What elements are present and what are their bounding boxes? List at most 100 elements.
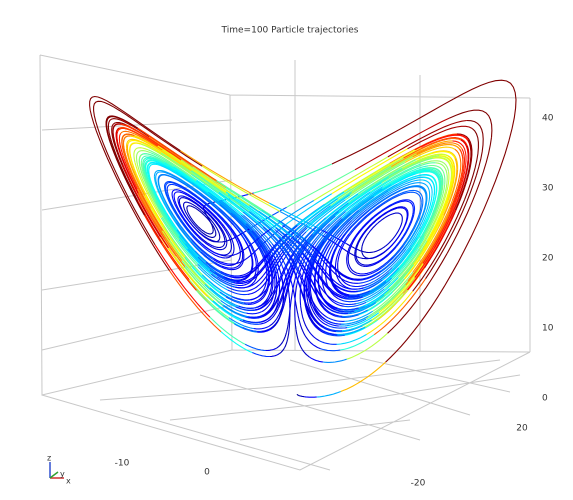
z-tick-label: 0 [542, 394, 548, 404]
trajectory-segment [151, 186, 178, 231]
trajectory-segment [171, 189, 176, 199]
trajectory-segment [361, 280, 391, 301]
trajectory-segment [422, 176, 436, 196]
trajectory-segment [227, 289, 248, 296]
trajectory-segment [361, 250, 374, 254]
trajectory-segment [167, 196, 183, 223]
trajectory-segment [397, 224, 435, 278]
trajectory-segment [357, 270, 373, 275]
trajectory-segment [345, 210, 370, 235]
trajectory-segment [323, 213, 351, 242]
trajectory-segment [328, 234, 343, 258]
trajectory-segment [412, 200, 453, 273]
trajectory-segment [167, 206, 192, 239]
trajectory-segment [265, 347, 277, 352]
trajectory-segment [246, 311, 263, 315]
trajectory-segment [384, 191, 411, 204]
trajectory-segment [439, 155, 454, 186]
trajectory-segment [414, 134, 469, 151]
trajectory-segment [449, 148, 464, 210]
trajectory-segment [148, 149, 197, 181]
trajectory-segment [271, 252, 285, 273]
trajectory-segment [211, 223, 217, 232]
trajectory-segment [314, 307, 325, 320]
trajectory-segment [218, 200, 253, 232]
trajectory-segment [341, 185, 384, 218]
trajectory-segment [341, 293, 360, 298]
trajectory-segment [136, 164, 163, 218]
trajectory-segment [178, 236, 211, 271]
trajectory-segment [315, 193, 359, 228]
trajectory-segment [256, 239, 270, 263]
trajectory-segment [411, 202, 422, 231]
trajectory-segment [328, 305, 345, 313]
trajectory-segment [183, 202, 186, 211]
trajectory-segment [239, 268, 254, 277]
trajectory-segment [134, 134, 192, 172]
trajectory-segment [285, 321, 290, 333]
trajectory-segment [240, 253, 245, 266]
trajectory-segment [276, 341, 284, 349]
trajectory-segment [292, 240, 309, 266]
trajectory-segment [214, 271, 237, 283]
trajectory-segment [184, 210, 193, 223]
z-tick-label: 30 [542, 184, 554, 194]
trajectory-segment [262, 226, 288, 255]
trajectory-segment [209, 210, 226, 229]
trajectory-segment [384, 179, 419, 196]
trajectory-segment [341, 188, 383, 220]
trajectory-segment [251, 351, 270, 358]
trajectory-segment [263, 258, 276, 276]
trajectory-segment [248, 276, 258, 287]
trajectory-segment [219, 238, 233, 243]
trajectory-segment [275, 241, 293, 266]
trajectory-segment [348, 211, 372, 235]
trajectory-segment [229, 238, 232, 251]
trajectory-segment [305, 199, 346, 233]
trajectory-segment [342, 309, 369, 318]
trajectory-segment [418, 193, 433, 233]
trajectory-segment [150, 152, 197, 182]
trajectory-segment [235, 259, 243, 268]
trajectory-segment [282, 332, 287, 342]
trajectory-segment [239, 205, 280, 238]
trajectory-segment [372, 248, 388, 259]
trajectory-segment [219, 291, 245, 304]
trajectory-segment [184, 256, 221, 293]
trajectory-segment [299, 268, 306, 289]
trajectory-segment [363, 272, 390, 289]
trajectory-segment [422, 188, 427, 213]
trajectory-segment [278, 347, 285, 355]
trajectory-segment [389, 240, 428, 290]
trajectory-segment [248, 231, 265, 256]
trajectory-segment [302, 238, 326, 260]
trajectory-segment [338, 196, 375, 226]
trajectory-segment [225, 191, 277, 229]
trajectory-segment [194, 207, 205, 216]
trajectory-segment [185, 183, 219, 209]
trajectory-segment [400, 182, 427, 189]
trajectory-segment [205, 207, 222, 225]
trajectory-segment [322, 245, 332, 268]
trajectory-segment [180, 175, 221, 205]
trajectory-segment [347, 312, 380, 329]
trajectory-segment [190, 241, 215, 264]
trajectory-segment [205, 261, 230, 277]
trajectory-segment [306, 292, 311, 309]
trajectory-segment [204, 284, 236, 308]
trajectory-segment [116, 127, 159, 147]
trajectory-segment [210, 273, 236, 288]
trajectory-segment [281, 276, 285, 295]
trajectory-segment [249, 211, 286, 243]
trajectory-segment [271, 304, 278, 316]
trajectory-segment [330, 166, 392, 207]
trajectory-segment [435, 162, 448, 192]
trajectory-segment [148, 163, 161, 175]
trajectory-segment [390, 169, 431, 186]
trajectory-segment [203, 214, 213, 225]
trajectory-segment [143, 158, 169, 167]
trajectory-segment [180, 159, 250, 207]
trajectory-segment [415, 171, 440, 182]
trajectory-segment [195, 290, 235, 325]
trajectory-segment [297, 217, 327, 247]
